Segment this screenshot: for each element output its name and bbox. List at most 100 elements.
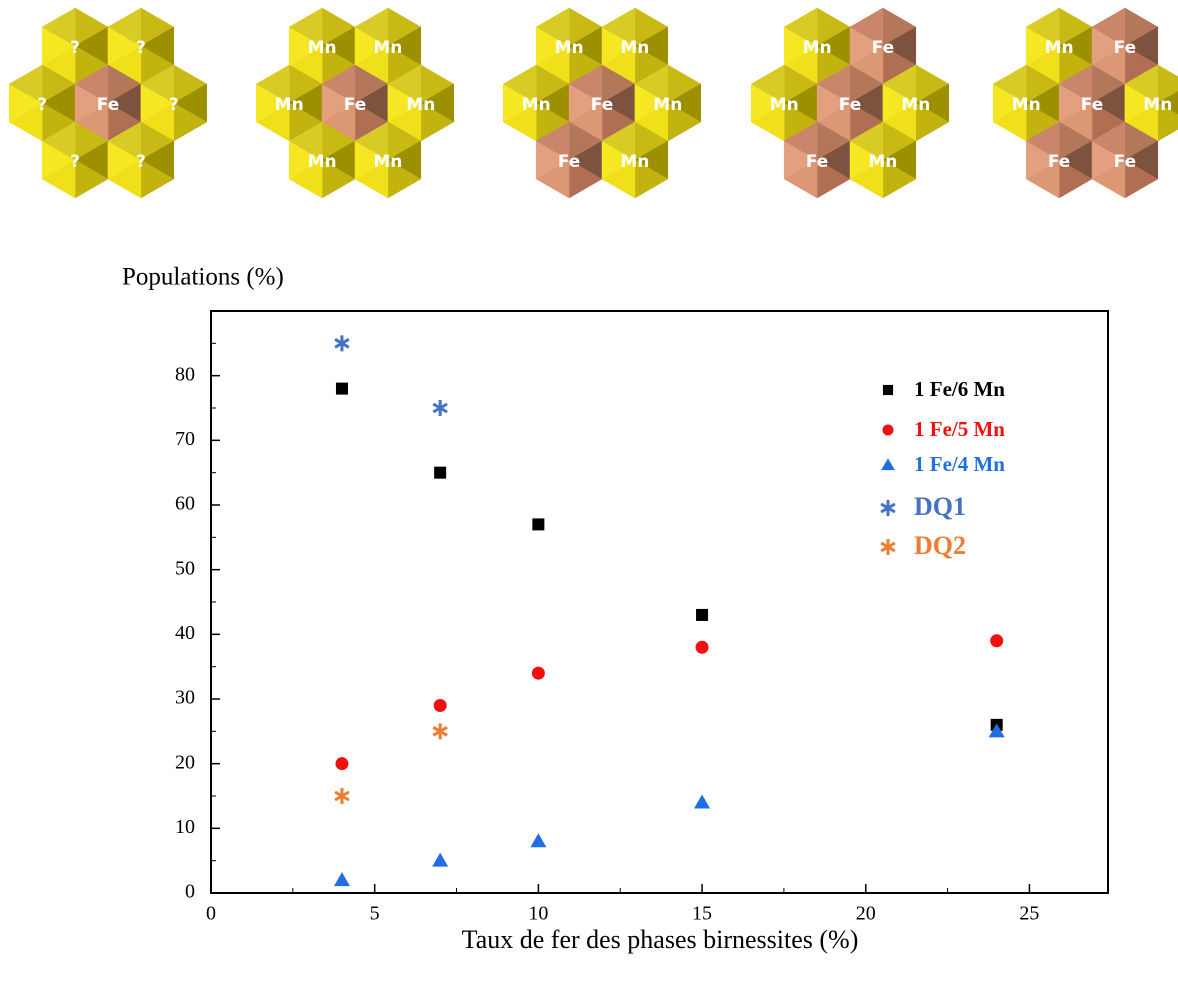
polyhedron-facet xyxy=(107,7,142,47)
marker-asterisk xyxy=(334,788,350,804)
y-tick-label: 60 xyxy=(175,493,195,515)
polyhedron-label: Mn xyxy=(555,38,584,58)
polyhedron-facet xyxy=(783,7,818,47)
y-axis-label: Populations (%) xyxy=(122,264,284,291)
polyhedron-label: Fe xyxy=(591,95,613,115)
polyhedron-label: ? xyxy=(37,95,47,115)
marker-circle xyxy=(882,424,894,436)
x-tick-label: 10 xyxy=(528,903,548,925)
polyhedron-facet xyxy=(321,64,356,104)
polyhedron-facet xyxy=(1091,7,1126,47)
legend-label: DQ1 xyxy=(914,492,966,521)
polyhedron-label: Mn xyxy=(1012,95,1041,115)
polyhedron-label: ? xyxy=(70,152,80,172)
polyhedron-label: Mn xyxy=(770,95,799,115)
legend-label: 1 Fe/5 Mn xyxy=(914,417,1005,441)
marker-triangle xyxy=(333,872,350,887)
marker-square xyxy=(882,384,894,396)
marker-asterisk xyxy=(432,400,448,416)
polyhedron-label: Fe xyxy=(558,152,580,172)
marker-triangle xyxy=(530,833,547,848)
polyhedron-facet xyxy=(140,64,175,104)
marker-square xyxy=(335,382,348,395)
marker-circle xyxy=(335,757,349,771)
marker-circle xyxy=(695,640,709,654)
polyhedron-facet xyxy=(288,7,323,47)
y-tick-label: 40 xyxy=(175,622,195,644)
polyhedron-facet xyxy=(255,64,290,104)
polyhedron-label: Mn xyxy=(901,95,930,115)
polyhedron-label: ? xyxy=(169,95,179,115)
polyhedron-facet xyxy=(107,121,142,161)
polyhedron-facet xyxy=(750,64,785,104)
legend-label: 1 Fe/6 Mn xyxy=(914,377,1005,401)
y-tick-label: 20 xyxy=(175,751,195,773)
polyhedron-label: Fe xyxy=(1048,152,1070,172)
polyhedron-facet xyxy=(387,64,422,104)
marker-circle xyxy=(433,698,447,712)
polyhedron-label: Mn xyxy=(308,152,337,172)
polyhedron-facet xyxy=(1025,121,1060,161)
polyhedron-label: Fe xyxy=(1081,95,1103,115)
polyhedron-facet xyxy=(1058,64,1093,104)
polyhedron-label: Mn xyxy=(373,38,402,58)
polyhedron-label: Fe xyxy=(1114,38,1136,58)
polyhedron-facet xyxy=(41,121,76,161)
polyhedron-facet xyxy=(783,121,818,161)
y-tick-label: 80 xyxy=(175,363,195,385)
marker-triangle xyxy=(694,794,711,809)
polyhedron-facet xyxy=(601,7,636,47)
y-tick-label: 30 xyxy=(175,687,195,709)
polyhedron-label: Fe xyxy=(97,95,119,115)
polyhedron-label: Mn xyxy=(868,152,897,172)
legend-label: 1 Fe/4 Mn xyxy=(914,452,1005,476)
polyhedron-facet xyxy=(74,64,109,104)
polyhedron-facet xyxy=(1091,121,1126,161)
polyhedron-facet xyxy=(41,7,76,47)
marker-triangle xyxy=(881,458,895,471)
marker-square xyxy=(532,518,545,531)
marker-asterisk xyxy=(334,335,350,352)
polyhedron-label: Mn xyxy=(803,38,832,58)
polyhedron-facet xyxy=(354,121,389,161)
legend-label: DQ2 xyxy=(914,531,966,560)
polyhedron-facet xyxy=(354,7,389,47)
y-tick-label: 0 xyxy=(185,881,195,903)
polyhedron-label: Mn xyxy=(308,38,337,58)
x-tick-label: 15 xyxy=(692,903,712,925)
y-tick-label: 10 xyxy=(175,816,195,838)
marker-asterisk xyxy=(880,500,896,516)
x-axis-label: Taux de fer des phases birnessites (%) xyxy=(462,925,859,954)
marker-triangle xyxy=(432,852,449,867)
x-tick-label: 5 xyxy=(370,903,380,925)
polyhedron-facet xyxy=(1124,64,1159,104)
polyhedron-facet xyxy=(849,121,884,161)
polyhedron-label: Fe xyxy=(806,152,828,172)
polyhedron-label: Mn xyxy=(653,95,682,115)
polyhedron-facet xyxy=(849,7,884,47)
polyhedron-label: ? xyxy=(136,152,146,172)
polyhedron-label: ? xyxy=(136,38,146,58)
polyhedron-facet xyxy=(535,7,570,47)
polyhedron-facet xyxy=(8,64,43,104)
y-tick-label: 70 xyxy=(175,428,195,450)
polyhedron-facet xyxy=(535,121,570,161)
polyhedron-label: Mn xyxy=(522,95,551,115)
polyhedron-facet xyxy=(568,64,603,104)
polyhedron-label: Fe xyxy=(1114,152,1136,172)
polyhedron-label: Fe xyxy=(344,95,366,115)
marker-asterisk xyxy=(880,539,896,555)
polyhedron-facet xyxy=(601,121,636,161)
y-tick-label: 50 xyxy=(175,557,195,579)
polyhedron-facet xyxy=(1025,7,1060,47)
polyhedron-facet xyxy=(502,64,537,104)
polyhedron-label: Fe xyxy=(872,38,894,58)
polyhedron-label: Mn xyxy=(275,95,304,115)
marker-asterisk xyxy=(432,723,448,740)
polyhedron-label: Mn xyxy=(1045,38,1074,58)
polyhedron-facet xyxy=(882,64,917,104)
marker-circle xyxy=(531,666,545,680)
polyhedron-facet xyxy=(816,64,851,104)
x-tick-label: 25 xyxy=(1019,903,1039,925)
